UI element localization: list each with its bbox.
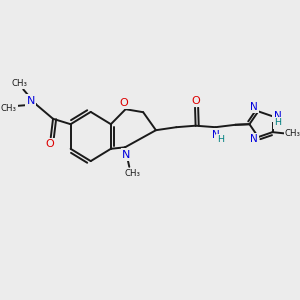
- Text: O: O: [120, 98, 129, 108]
- Text: CH₃: CH₃: [1, 104, 17, 113]
- Text: N: N: [250, 134, 258, 144]
- Text: CH₃: CH₃: [285, 129, 300, 138]
- Text: CH₃: CH₃: [12, 79, 28, 88]
- Text: N: N: [273, 110, 281, 120]
- Text: N: N: [250, 102, 258, 112]
- Text: N: N: [122, 149, 130, 160]
- Text: N: N: [212, 130, 220, 140]
- Text: O: O: [191, 96, 200, 106]
- Text: N: N: [274, 111, 281, 121]
- Text: N: N: [27, 96, 35, 106]
- Text: H: H: [274, 118, 281, 127]
- Text: H: H: [218, 135, 225, 144]
- Text: O: O: [45, 139, 54, 149]
- Text: CH₃: CH₃: [124, 169, 140, 178]
